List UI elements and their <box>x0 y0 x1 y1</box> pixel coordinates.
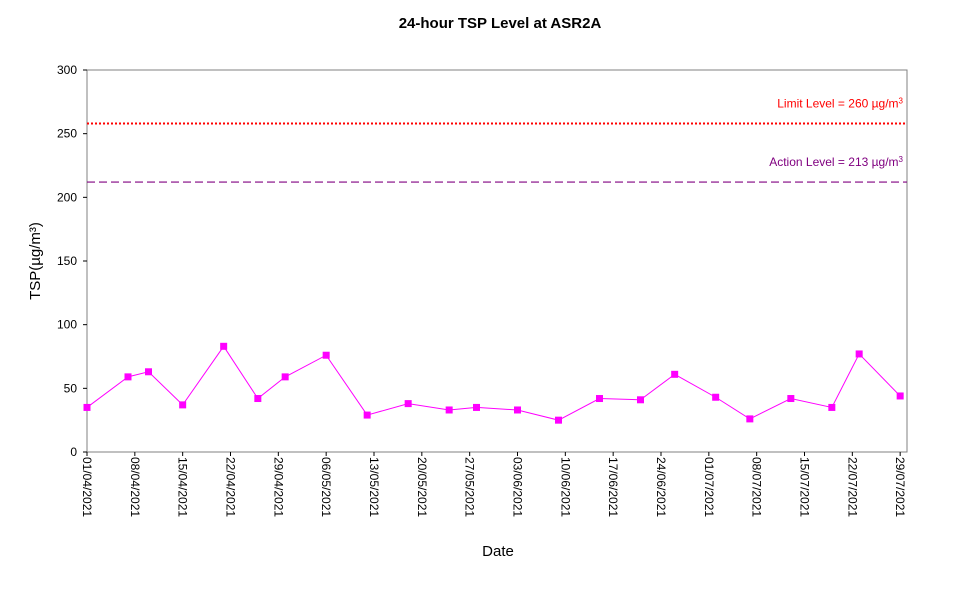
chart-title: 24-hour TSP Level at ASR2A <box>399 15 602 32</box>
data-point-21-06-2021 <box>637 396 644 404</box>
x-tick-label: 29/04/2021 <box>271 457 285 517</box>
data-point-03-06-2021 <box>514 406 521 414</box>
data-point-30-04-2021 <box>281 373 289 381</box>
data-point-15-04-2021 <box>179 401 187 409</box>
data-point-10-04-2021 <box>145 368 152 376</box>
data-point-07-04-2021 <box>124 373 132 381</box>
x-tick-label: 01/04/2021 <box>80 457 94 517</box>
data-point-26-06-2021 <box>671 370 679 378</box>
limit-level-label: Limit Level = 260 µg/m3 <box>777 96 903 111</box>
x-tick-label: 10/06/2021 <box>558 457 572 517</box>
ref-label-text: Limit Level = 260 <box>777 96 871 110</box>
y-tick-label: 0 <box>70 445 77 459</box>
x-tick-label: 15/07/2021 <box>798 457 812 517</box>
x-tick-label: 06/05/2021 <box>319 457 333 517</box>
data-point-13-07-2021 <box>787 395 795 403</box>
data-point-19-07-2021 <box>828 403 836 411</box>
x-tick-label: 01/07/2021 <box>702 457 716 517</box>
y-tick-label: 150 <box>57 254 77 268</box>
x-tick-label: 03/06/2021 <box>511 457 525 517</box>
x-tick-label: 20/05/2021 <box>415 457 429 517</box>
ref-label-unit: µg/m <box>872 96 899 110</box>
y-tick-label: 50 <box>64 381 78 395</box>
x-tick-label: 24/06/2021 <box>654 457 668 517</box>
y-axis: 0 50 100 150 200 250 300 <box>57 63 87 459</box>
series-layer <box>83 342 904 424</box>
data-point-06-05-2021 <box>322 351 330 359</box>
data-point-28-05-2021 <box>473 403 480 411</box>
x-tick-label: 15/04/2021 <box>176 457 190 517</box>
x-tick-label: 29/07/2021 <box>893 457 907 517</box>
data-point-01-04-2021 <box>83 403 91 411</box>
data-point-07-07-2021 <box>746 415 754 423</box>
ref-label-unit: µg/m <box>872 155 899 169</box>
y-tick-label: 200 <box>57 190 77 204</box>
x-axis-label: Date <box>482 543 514 560</box>
x-tick-label: 13/05/2021 <box>367 457 381 517</box>
data-point-26-04-2021 <box>254 395 262 403</box>
plot-area <box>86 69 908 453</box>
data-point-12-05-2021 <box>363 411 371 419</box>
x-tick-label: 08/07/2021 <box>750 457 764 517</box>
x-tick-label: 08/04/2021 <box>128 457 142 517</box>
action-level-label: Action Level = 213 µg/m3 <box>769 155 903 170</box>
data-point-23-07-2021 <box>855 350 863 358</box>
y-tick-label: 300 <box>57 63 77 77</box>
y-tick-label: 100 <box>57 318 77 332</box>
x-tick-label: 22/04/2021 <box>224 457 238 517</box>
ref-label-sup: 3 <box>899 155 904 164</box>
data-point-21-04-2021 <box>220 342 228 350</box>
data-point-24-05-2021 <box>445 406 453 414</box>
ref-label-text: Action Level = 213 <box>769 155 871 169</box>
data-point-15-06-2021 <box>596 395 603 403</box>
x-tick-label: 27/05/2021 <box>463 457 477 517</box>
x-tick-label: 17/06/2021 <box>606 457 620 517</box>
ref-label-sup: 3 <box>899 96 904 105</box>
data-point-09-06-2021 <box>555 416 562 424</box>
data-point-18-05-2021 <box>404 400 412 408</box>
x-axis: 01/04/2021 08/04/2021 15/04/2021 22/04/2021… <box>80 452 907 517</box>
x-tick-label: 22/07/2021 <box>845 457 859 517</box>
y-tick-label: 250 <box>57 127 77 141</box>
y-axis-label: TSP(µg/m³) <box>27 222 44 300</box>
data-point-29-07-2021 <box>896 392 904 400</box>
data-point-02-07-2021 <box>712 393 720 401</box>
